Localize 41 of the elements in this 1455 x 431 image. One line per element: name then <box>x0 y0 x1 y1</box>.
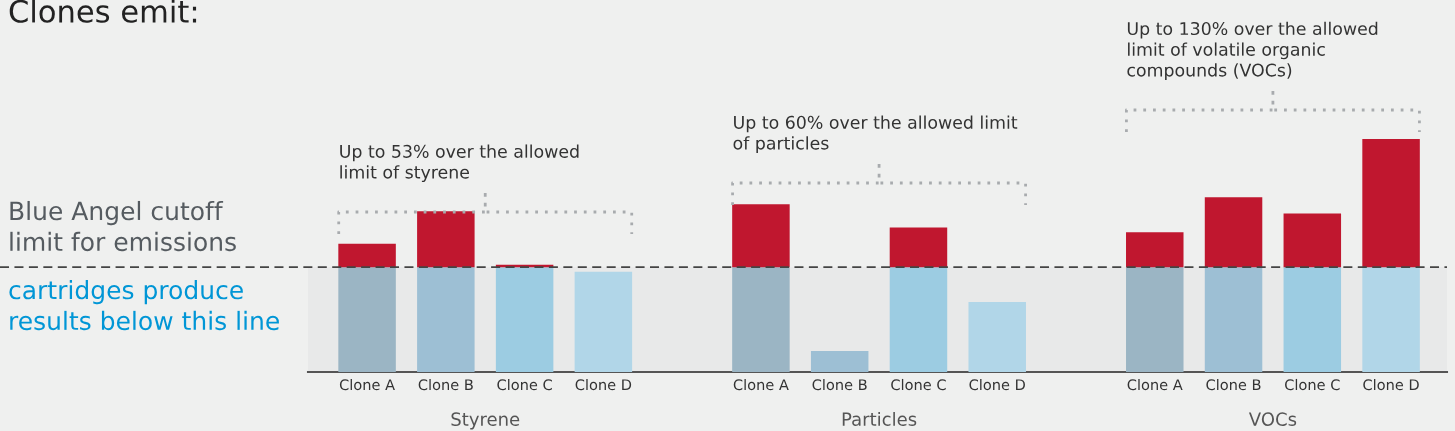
text: VOCs <box>1248 412 1297 426</box>
bar <box>417 267 475 372</box>
bar <box>889 227 948 268</box>
bar <box>1204 197 1263 268</box>
x-tick-label: Clone A <box>733 378 789 391</box>
bar <box>1204 267 1263 372</box>
ref-line-label: Blue Angel cutoff limit for emissions <box>10 200 236 252</box>
x-tick-label: Clone C <box>891 378 946 391</box>
x-tick-label: Clone D <box>575 378 632 391</box>
x-tick-label: Clone C <box>1285 378 1340 391</box>
bar <box>1362 267 1420 372</box>
bar <box>889 267 948 372</box>
x-tick-label: Clone B <box>418 378 473 391</box>
text: Particles <box>842 412 917 426</box>
x-tick-label: Clone D <box>1363 378 1419 391</box>
bar <box>417 211 475 268</box>
bar <box>1126 232 1184 268</box>
bar <box>732 204 790 268</box>
bar <box>1362 139 1420 268</box>
x-tick-label: Clone B <box>812 378 867 391</box>
x-tick-label: Clone B <box>1206 378 1261 391</box>
bar <box>1283 267 1342 372</box>
chart-title: Clones emit: <box>9 0 197 23</box>
bar <box>338 243 396 268</box>
x-tick-label: Clone A <box>1127 378 1183 391</box>
bar <box>338 267 396 372</box>
band-label: cartridges produce results below this line <box>9 280 279 331</box>
text: Up to 130% over the allowed limit of volatile organic compounds (VOCs) <box>1127 21 1378 80</box>
bar <box>1126 267 1184 372</box>
x-tick-label: Clone D <box>969 378 1025 391</box>
bar <box>732 267 790 372</box>
bar <box>810 351 869 372</box>
bar <box>1283 213 1342 268</box>
x-tick-label: Clone A <box>339 378 395 391</box>
annotation: Up to 53% over the allowed limit of styrene <box>340 144 579 182</box>
text: Styrene <box>451 412 520 430</box>
bar <box>574 271 633 372</box>
annotation: Up to 60% over the allowed limit of particles <box>733 115 1018 153</box>
bar <box>968 302 1026 372</box>
x-tick-label: Clone C <box>497 378 552 391</box>
bar <box>495 267 554 372</box>
